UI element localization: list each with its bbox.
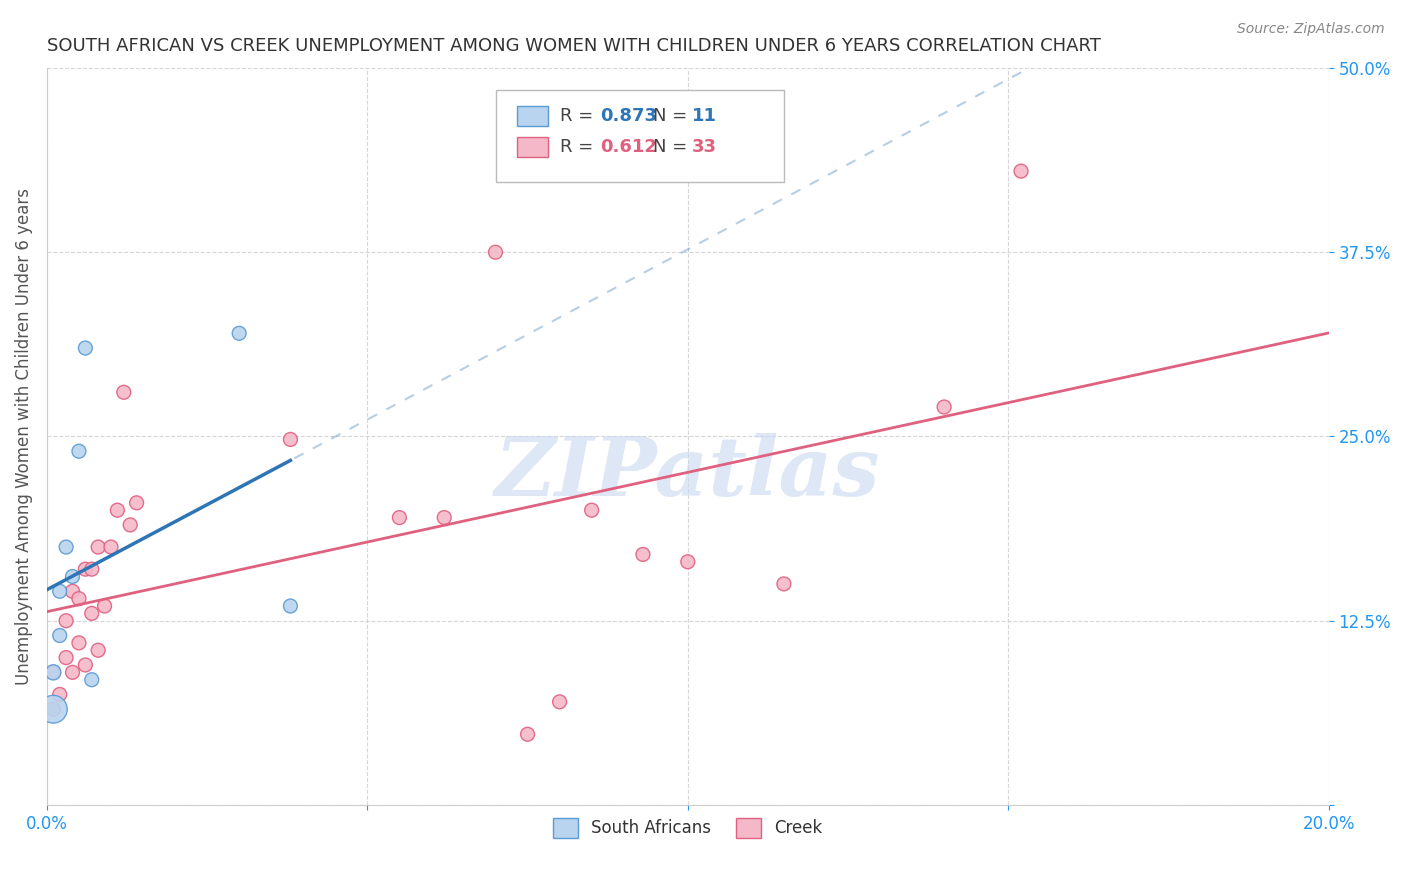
Text: N =: N = bbox=[654, 107, 693, 125]
Point bbox=[48, 628, 70, 642]
Point bbox=[75, 341, 97, 355]
Point bbox=[433, 510, 456, 524]
Text: ZIPatlas: ZIPatlas bbox=[495, 434, 880, 513]
Point bbox=[62, 665, 84, 680]
Point bbox=[228, 326, 250, 341]
Point bbox=[676, 555, 699, 569]
Point bbox=[100, 540, 122, 554]
Point bbox=[80, 607, 103, 621]
Point bbox=[67, 591, 90, 606]
Point bbox=[93, 599, 115, 613]
Point bbox=[484, 245, 506, 260]
Point bbox=[48, 584, 70, 599]
Point bbox=[120, 517, 142, 532]
Point bbox=[388, 510, 411, 524]
Y-axis label: Unemployment Among Women with Children Under 6 years: Unemployment Among Women with Children U… bbox=[15, 188, 32, 685]
Text: R =: R = bbox=[560, 107, 599, 125]
Point bbox=[42, 702, 65, 716]
Point bbox=[932, 400, 955, 414]
Point bbox=[67, 444, 90, 458]
FancyBboxPatch shape bbox=[517, 136, 548, 157]
Text: Source: ZipAtlas.com: Source: ZipAtlas.com bbox=[1237, 22, 1385, 37]
Text: R =: R = bbox=[560, 138, 599, 156]
Legend: South Africans, Creek: South Africans, Creek bbox=[546, 811, 830, 845]
Point bbox=[75, 657, 97, 672]
Point bbox=[1010, 164, 1032, 178]
Point bbox=[773, 577, 796, 591]
Point bbox=[55, 650, 77, 665]
Point bbox=[67, 636, 90, 650]
Point bbox=[87, 643, 110, 657]
Point bbox=[80, 673, 103, 687]
Point bbox=[280, 599, 302, 613]
Point bbox=[62, 569, 84, 583]
Point bbox=[516, 727, 538, 741]
Text: 0.612: 0.612 bbox=[600, 138, 658, 156]
Text: 11: 11 bbox=[692, 107, 717, 125]
FancyBboxPatch shape bbox=[495, 90, 785, 182]
Point bbox=[42, 665, 65, 680]
Point bbox=[112, 385, 135, 400]
Point bbox=[125, 496, 148, 510]
Text: 0.873: 0.873 bbox=[600, 107, 658, 125]
Text: SOUTH AFRICAN VS CREEK UNEMPLOYMENT AMONG WOMEN WITH CHILDREN UNDER 6 YEARS CORR: SOUTH AFRICAN VS CREEK UNEMPLOYMENT AMON… bbox=[46, 37, 1101, 55]
Point bbox=[581, 503, 603, 517]
Point bbox=[62, 584, 84, 599]
FancyBboxPatch shape bbox=[517, 105, 548, 126]
Text: 33: 33 bbox=[692, 138, 717, 156]
Point bbox=[42, 702, 65, 716]
Point bbox=[280, 433, 302, 447]
Point bbox=[55, 540, 77, 554]
Point bbox=[548, 695, 571, 709]
Point bbox=[48, 688, 70, 702]
Point bbox=[42, 665, 65, 680]
Point bbox=[631, 548, 654, 562]
Point bbox=[55, 614, 77, 628]
Point bbox=[87, 540, 110, 554]
Point bbox=[80, 562, 103, 576]
Text: N =: N = bbox=[654, 138, 693, 156]
Point bbox=[105, 503, 128, 517]
Point bbox=[75, 562, 97, 576]
